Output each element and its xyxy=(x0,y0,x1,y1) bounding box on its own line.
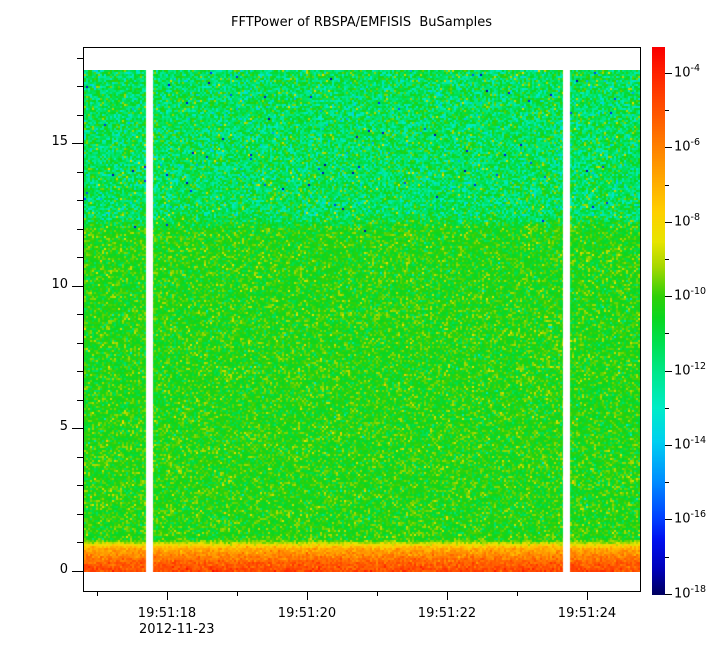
y-minor-tick xyxy=(77,229,83,230)
colorbar-minor-tick xyxy=(665,482,669,483)
colorbar-minor-tick xyxy=(665,185,669,186)
x-major-tick xyxy=(587,591,588,600)
y-tick-label: 15 xyxy=(51,134,68,149)
colorbar-major-tick xyxy=(665,147,672,148)
spectrogram-plot-area xyxy=(84,70,640,572)
y-minor-tick xyxy=(77,514,83,515)
y-tick-label: 10 xyxy=(51,277,68,292)
colorbar-minor-tick xyxy=(665,557,669,558)
colorbar-major-tick xyxy=(665,371,672,372)
y-minor-tick xyxy=(77,457,83,458)
y-major-tick xyxy=(72,428,83,429)
colorbar-tick-label: 10-14 xyxy=(674,435,707,453)
plot-frame xyxy=(83,47,641,592)
colorbar-minor-tick xyxy=(665,333,669,334)
x-tick-label: 19:51:22 xyxy=(417,606,477,621)
x-minor-tick xyxy=(377,591,378,596)
x-tick-label: 19:51:18 xyxy=(137,606,197,621)
y-minor-tick xyxy=(77,115,83,116)
colorbar-tick-label: 10-4 xyxy=(674,63,701,81)
colorbar-minor-tick xyxy=(665,259,669,260)
colorbar-major-tick xyxy=(665,296,672,297)
colorbar-major-tick xyxy=(665,222,672,223)
colorbar-major-tick xyxy=(665,73,672,74)
y-minor-tick xyxy=(77,314,83,315)
x-major-tick xyxy=(307,591,308,600)
y-minor-tick xyxy=(77,86,83,87)
colorbar-tick-label: 10-8 xyxy=(674,212,701,230)
colorbar-tick-label: 10-10 xyxy=(674,286,707,304)
y-minor-tick xyxy=(77,343,83,344)
y-minor-tick xyxy=(77,371,83,372)
x-minor-tick xyxy=(97,591,98,596)
x-major-tick xyxy=(447,591,448,600)
y-tick-label: 5 xyxy=(59,419,68,434)
colorbar-gradient xyxy=(652,47,665,595)
x-minor-tick xyxy=(237,591,238,596)
chart-title: FFTPower of RBSPA/EMFISIS BuSamples xyxy=(230,15,493,30)
y-minor-tick xyxy=(77,485,83,486)
colorbar-tick-label: 10-18 xyxy=(674,584,707,602)
y-major-tick xyxy=(72,286,83,287)
x-minor-tick xyxy=(517,591,518,596)
y-tick-label: 0 xyxy=(59,562,68,577)
y-minor-tick xyxy=(77,172,83,173)
colorbar-major-tick xyxy=(665,445,672,446)
colorbar-tick-label: 10-6 xyxy=(674,137,701,155)
y-minor-tick xyxy=(77,200,83,201)
y-major-tick xyxy=(72,143,83,144)
colorbar-tick-label: 10-12 xyxy=(674,361,707,379)
y-major-tick xyxy=(72,571,83,572)
colorbar-minor-tick xyxy=(665,110,669,111)
x-tick-label: 19:51:24 xyxy=(557,606,617,621)
x-major-tick xyxy=(167,591,168,600)
colorbar-major-tick xyxy=(665,519,672,520)
colorbar-major-tick xyxy=(665,594,672,595)
y-minor-tick xyxy=(77,58,83,59)
y-minor-tick xyxy=(77,257,83,258)
y-minor-tick xyxy=(77,400,83,401)
x-tick-label: 19:51:20 xyxy=(277,606,337,621)
colorbar-tick-label: 10-16 xyxy=(674,509,707,527)
x-axis-date-label: 2012-11-23 xyxy=(139,622,215,637)
colorbar-minor-tick xyxy=(665,408,669,409)
y-minor-tick xyxy=(77,542,83,543)
